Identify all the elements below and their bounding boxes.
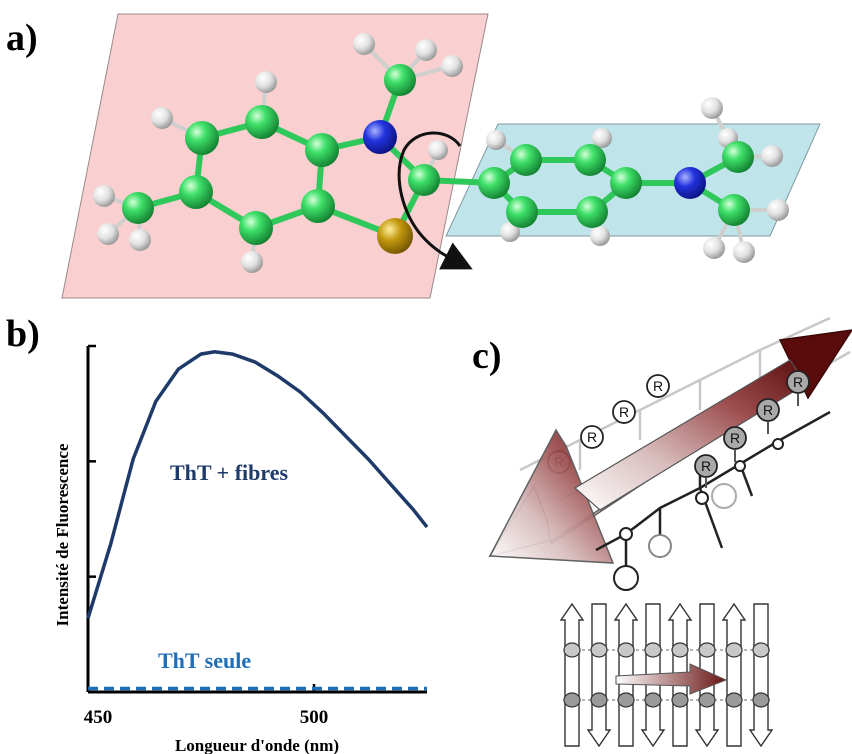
residues-lower: R R R R xyxy=(694,370,810,488)
carbon-atoms xyxy=(122,64,754,245)
r-lower-circle-0 xyxy=(694,454,718,478)
r-lower-label-2: R xyxy=(763,402,773,418)
sulfur-atom xyxy=(377,218,413,254)
r-upper-label-3: R xyxy=(653,378,663,394)
r-lower-label-0: R xyxy=(701,458,711,474)
panel-a-label: a) xyxy=(6,17,38,59)
series-label-tht-seule: ThT seule xyxy=(158,648,251,673)
rotation-arrow xyxy=(397,131,473,270)
panel-b-label: b) xyxy=(6,313,40,355)
fluorescence-chart: 450 500 ThT + fibres ThT seule Longueur d… xyxy=(53,344,429,754)
panel-b: b) 450 500 ThT + fibres ThT seule Longueu… xyxy=(6,313,429,754)
fibre-axis-arrow xyxy=(488,329,852,564)
y-axis-label: Intensité de Fluorescence xyxy=(53,443,72,626)
r-upper-label-1: R xyxy=(587,429,597,445)
x-tick-label-1: 500 xyxy=(300,707,329,728)
sheet-arrow xyxy=(615,663,728,695)
r-lower-label-3: R xyxy=(793,374,803,390)
nitrogen-atom-left xyxy=(363,120,397,154)
panel-c-label: c) xyxy=(472,335,502,377)
nitrogen-atom-right xyxy=(674,167,706,199)
series-label-tht-fibres: ThT + fibres xyxy=(170,460,289,485)
r-lower-circle-2 xyxy=(756,398,780,422)
series-line-tht-fibres xyxy=(86,350,429,619)
hydrogen-atoms xyxy=(93,33,789,273)
strand-0 xyxy=(559,602,585,747)
beta-sheet-strands xyxy=(559,602,774,748)
panel-c: c) R R R R xyxy=(472,316,852,748)
x-axis-label: Longueur d'onde (nm) xyxy=(175,736,339,754)
r-lower-circle-1 xyxy=(723,426,747,450)
backbone-nodes xyxy=(613,438,784,591)
x-tick-label-0: 450 xyxy=(84,707,113,728)
r-lower-circle-3 xyxy=(786,370,810,394)
r-upper-circle-2 xyxy=(612,400,636,424)
strand-7 xyxy=(748,603,774,748)
r-upper-circle-3 xyxy=(646,374,670,398)
r-lower-label-1: R xyxy=(730,430,740,446)
strand-1 xyxy=(586,603,612,748)
strand-6 xyxy=(721,602,747,747)
r-upper-circle-1 xyxy=(580,425,604,449)
r-upper-label-2: R xyxy=(619,404,629,420)
panel-a: a) xyxy=(6,13,821,299)
